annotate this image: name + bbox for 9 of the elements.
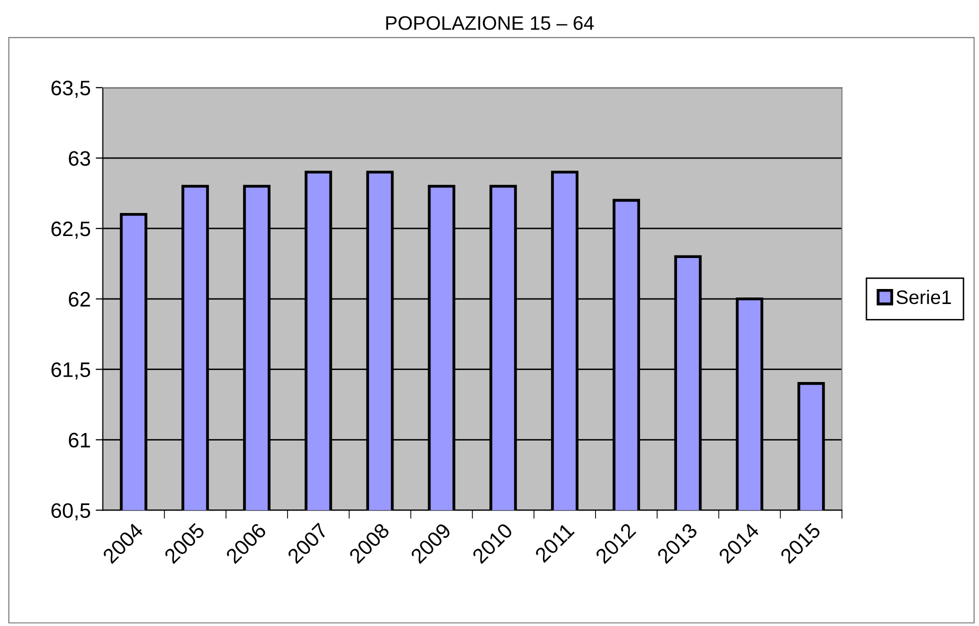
y-tick-label: 63: [68, 151, 90, 166]
y-tick-label: 61: [68, 432, 90, 448]
y-tick-label: 63,5: [52, 80, 90, 98]
y-tick-label: 62,5: [52, 221, 90, 239]
y-tick-label: 62: [68, 292, 90, 307]
y-tick-label: 61,5: [52, 362, 90, 380]
chart-title: POPOLAZIONE 15 – 64: [386, 16, 594, 30]
y-tick-label: 60,5: [52, 503, 90, 520]
legend-label: Serie1: [896, 290, 951, 304]
